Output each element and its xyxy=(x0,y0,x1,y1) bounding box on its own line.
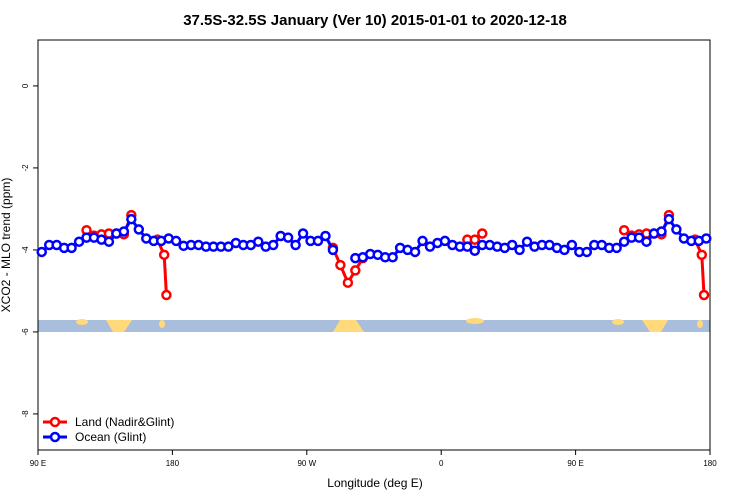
data-point xyxy=(282,232,294,243)
y-tick-label: -6 xyxy=(21,328,30,336)
data-point xyxy=(559,244,570,256)
land-blob xyxy=(612,319,624,325)
x-tick-label: 90 E xyxy=(30,459,46,468)
data-point xyxy=(514,244,525,256)
data-point xyxy=(641,236,652,247)
data-point xyxy=(253,236,264,247)
data-point xyxy=(342,277,354,288)
ocean-strip xyxy=(38,320,710,332)
legend-label: Ocean (Glint) xyxy=(75,430,146,444)
data-point xyxy=(633,232,645,243)
data-point xyxy=(618,224,630,236)
land-blob xyxy=(642,320,668,332)
data-point xyxy=(469,245,481,256)
data-point xyxy=(335,259,346,271)
data-point xyxy=(469,234,481,245)
data-point xyxy=(618,236,630,247)
data-point xyxy=(126,213,137,225)
data-point xyxy=(297,228,309,239)
legend: Land (Nadir&Glint)Ocean (Glint) xyxy=(43,415,174,444)
land-blob xyxy=(76,319,88,325)
data-point xyxy=(439,235,451,247)
x-tick-label: 180 xyxy=(703,459,717,468)
legend-swatch-marker xyxy=(49,416,61,428)
data-point xyxy=(66,242,77,254)
plot-frame xyxy=(37,39,711,451)
data-point xyxy=(462,241,473,252)
y-axis-label: XCO2 - MLO trend (ppm) xyxy=(0,178,13,313)
data-point xyxy=(671,224,682,235)
data-point xyxy=(118,226,130,237)
y-tick-label: -4 xyxy=(21,246,30,254)
land-blob xyxy=(106,320,132,332)
x-tick-label: 90 E xyxy=(567,459,583,468)
data-point xyxy=(327,244,339,256)
legend-swatch-marker xyxy=(49,431,61,443)
data-point xyxy=(477,228,488,239)
data-point xyxy=(696,249,708,261)
y-tick-label: -2 xyxy=(21,164,30,172)
data-point xyxy=(581,246,593,258)
data-point xyxy=(698,289,710,301)
land-blob xyxy=(333,320,364,332)
data-point xyxy=(409,246,421,258)
data-point xyxy=(290,239,301,251)
data-point xyxy=(656,226,667,237)
chart-title: 37.5S-32.5S January (Ver 10) 2015-01-01 … xyxy=(183,12,567,29)
data-point xyxy=(663,213,675,225)
x-tick-label: 90 W xyxy=(297,459,316,468)
data-point xyxy=(170,235,182,247)
land-blob xyxy=(697,320,703,328)
legend-label: Land (Nadir&Glint) xyxy=(75,415,174,429)
data-point xyxy=(36,246,47,258)
data-point xyxy=(267,239,279,251)
data-point xyxy=(387,252,398,263)
data-point xyxy=(350,265,361,276)
data-point xyxy=(133,224,145,235)
data-point xyxy=(103,236,115,247)
data-point xyxy=(320,230,331,242)
y-tick-label: -8 xyxy=(21,410,30,418)
y-tick-label: 0 xyxy=(21,83,30,88)
land-blob xyxy=(466,318,484,324)
x-tick-label: 180 xyxy=(166,459,180,468)
data-point xyxy=(506,239,518,251)
data-point xyxy=(521,236,533,247)
map-strip xyxy=(38,318,710,332)
data-point xyxy=(417,235,428,247)
data-point xyxy=(566,239,578,251)
series-line xyxy=(156,239,168,296)
data-point xyxy=(73,236,85,247)
data-point xyxy=(161,289,172,301)
series-line xyxy=(693,239,706,296)
data-point xyxy=(312,235,324,247)
data-point xyxy=(701,233,712,244)
land-blob xyxy=(159,320,165,328)
data-point xyxy=(611,242,622,254)
x-axis-label: Longitude (deg E) xyxy=(327,476,422,490)
x-tick-label: 0 xyxy=(439,459,444,468)
data-point xyxy=(158,249,170,261)
